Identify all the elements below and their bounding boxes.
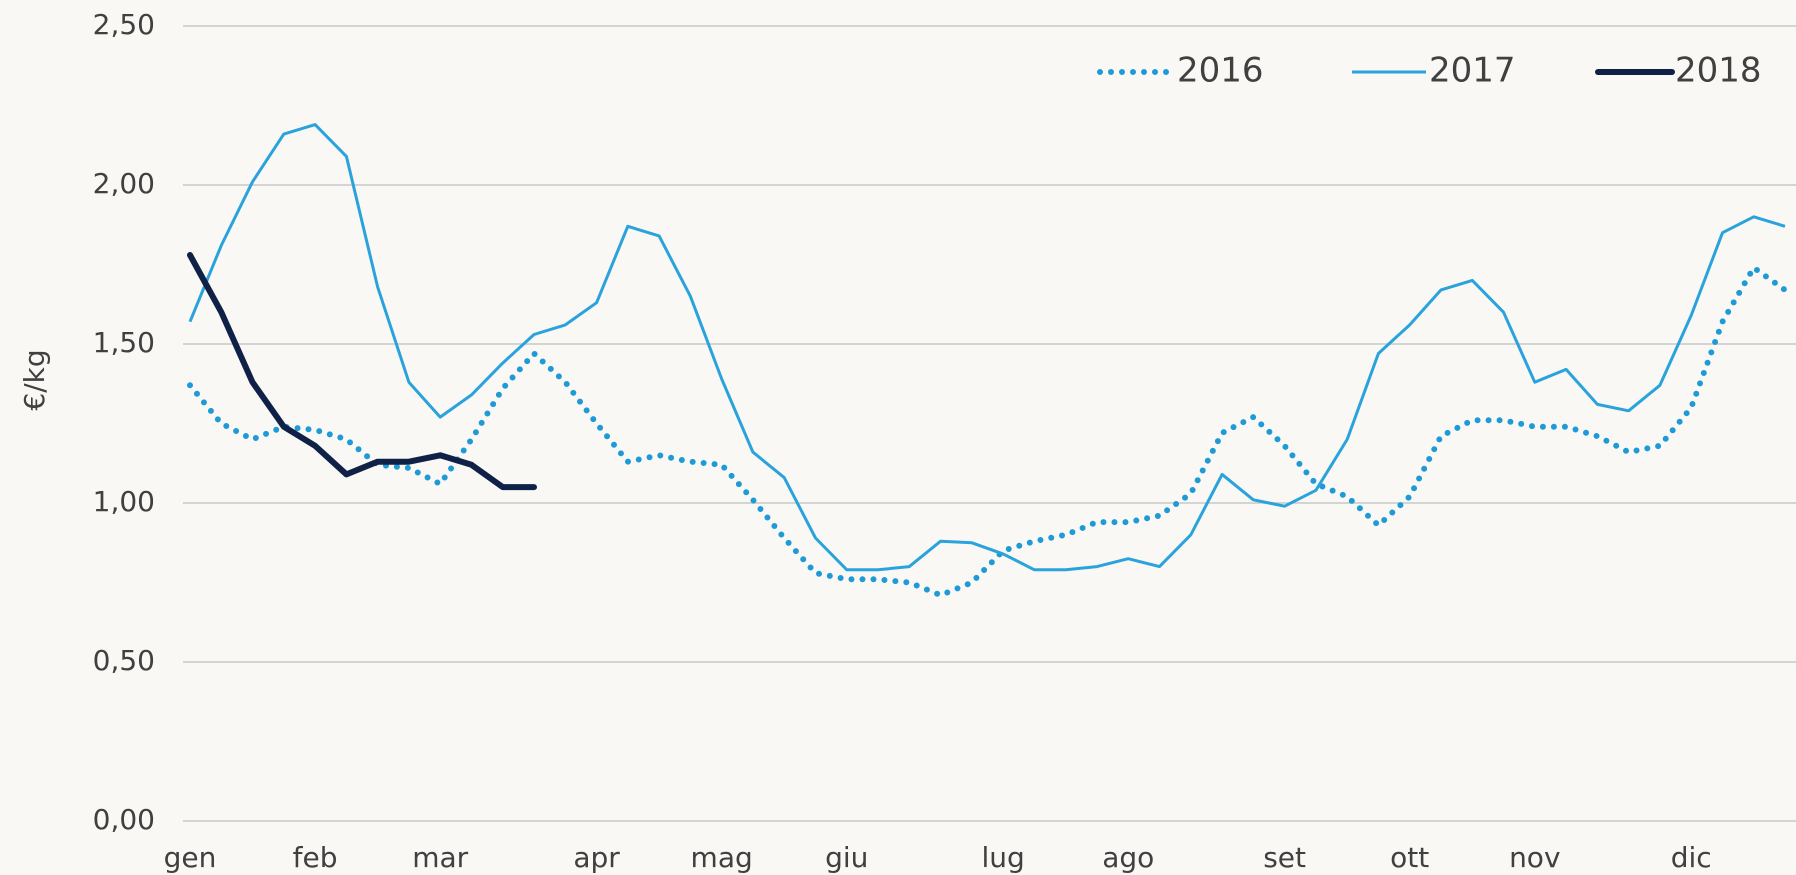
x-tick-label: mar [412,841,468,874]
x-tick-label: gen [164,841,217,874]
legend-label: 2017 [1429,51,1516,91]
x-tick-label: giu [825,841,868,874]
y-tick-label: 1,50 [93,326,155,359]
y-tick-label: 2,50 [93,8,155,41]
y-axis-label: €/kg [18,349,51,410]
x-tick-label: mag [691,841,753,874]
x-tick-label: lug [981,841,1024,874]
x-tick-label: set [1263,841,1306,874]
x-tick-label: ago [1102,841,1154,874]
y-tick-label: 2,00 [93,167,155,200]
x-tick-label: ott [1390,841,1429,874]
y-tick-label: 0,00 [93,803,155,836]
x-tick-label: feb [293,841,338,874]
line-series [188,123,1786,572]
x-tick-label: nov [1509,841,1560,874]
x-tick-label: apr [573,841,620,874]
line-series [187,252,537,491]
legend-label: 2016 [1177,51,1264,91]
y-tick-label: 0,50 [93,644,155,677]
x-tick-label: dic [1671,841,1712,874]
legend-label: 2018 [1675,51,1762,91]
y-tick-label: 1,00 [93,485,155,518]
